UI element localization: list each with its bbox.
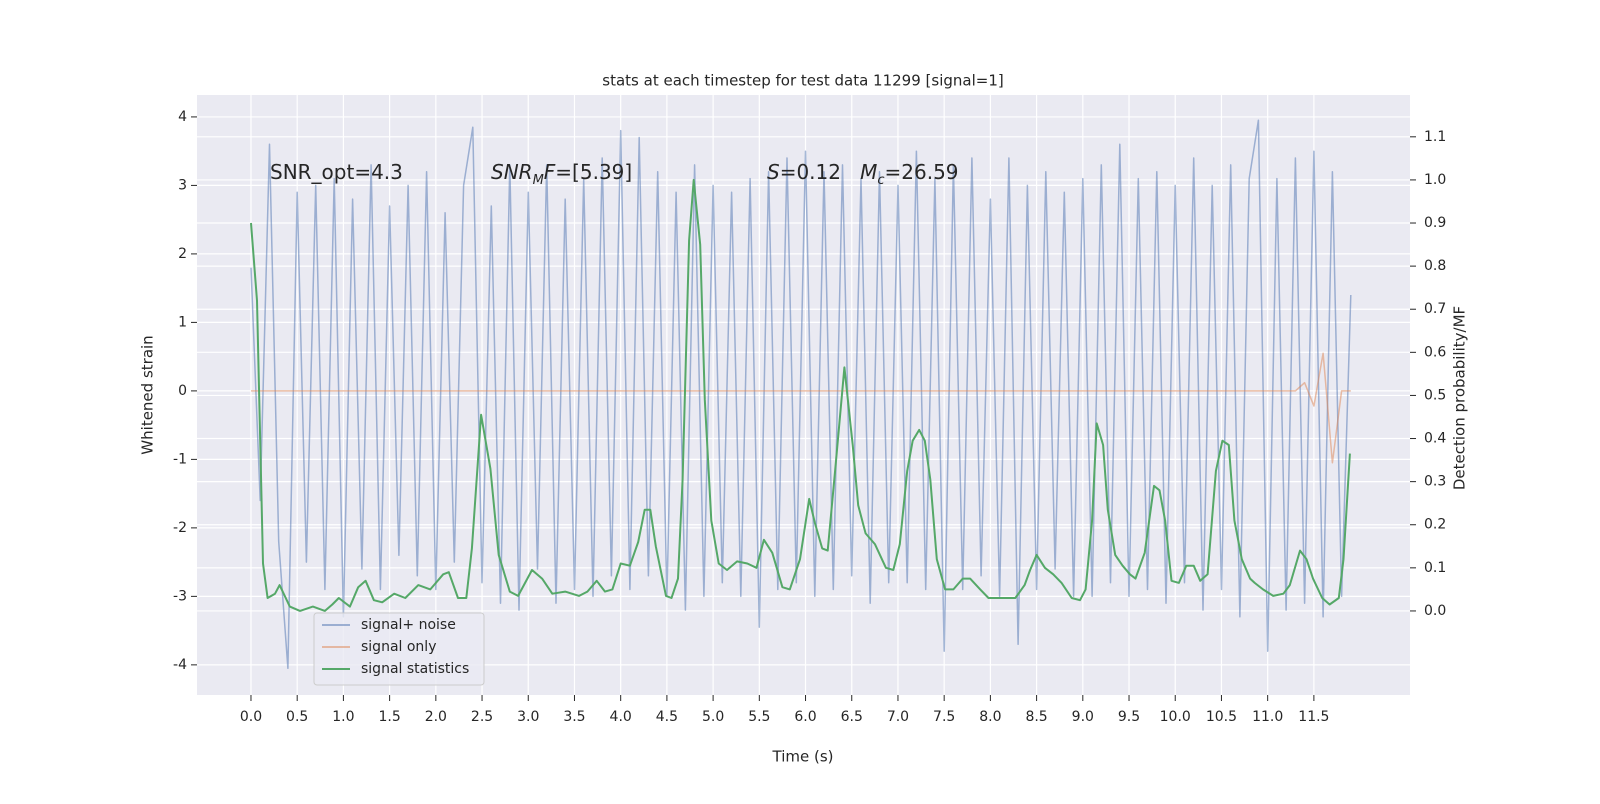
chart-title: stats at each timestep for test data 112… — [602, 72, 1003, 90]
x-tick-label: 0.5 — [286, 709, 308, 725]
legend-label: signal only — [361, 639, 436, 655]
annotation-part: c — [877, 173, 884, 188]
annotation-part: SNR — [491, 160, 533, 184]
x-tick-label: 2.5 — [471, 709, 493, 725]
annotation-part: =0.12 — [780, 160, 860, 184]
y-tick-label: 3 — [178, 177, 187, 193]
y2-axis-label: Detection probability/MF — [1451, 306, 1469, 490]
x-tick-label: 11.5 — [1298, 709, 1329, 725]
x-tick-label: 4.0 — [610, 709, 632, 725]
series-line — [250, 178, 1351, 612]
x-tick-label: 6.0 — [794, 709, 816, 725]
series-line — [250, 119, 1352, 670]
y2-tick-label: 0.9 — [1424, 215, 1446, 231]
annotation-part: F — [544, 160, 556, 184]
y-tick-label: -2 — [173, 520, 187, 536]
x-tick-label: 2.0 — [425, 709, 447, 725]
legend-label: signal+ noise — [361, 617, 456, 633]
x-tick-label: 10.0 — [1160, 709, 1191, 725]
series-line — [251, 352, 1351, 464]
legend-label: signal statistics — [361, 661, 469, 677]
y2-tick-label: 0.6 — [1424, 344, 1446, 360]
y2-tick-label: 0.1 — [1424, 560, 1446, 576]
legend-box — [313, 612, 485, 686]
x-tick-label: 8.5 — [1025, 709, 1047, 725]
y-tick-label: 2 — [178, 246, 187, 262]
annotation: SNR_opt=4.3 — [270, 160, 403, 184]
y2-tick-label: 0.0 — [1424, 603, 1446, 619]
x-tick-label: 7.0 — [887, 709, 909, 725]
x-axis-label: Time (s) — [772, 748, 834, 766]
x-tick-label: 3.0 — [517, 709, 539, 725]
annotation-part: =[5.39] — [555, 160, 632, 184]
x-tick-label: 1.0 — [332, 709, 354, 725]
y2-tick-label: 0.3 — [1424, 474, 1446, 490]
y-axis-label: Whitened strain — [139, 335, 157, 454]
annotation-part: M — [533, 173, 544, 188]
y-tick-label: 0 — [178, 383, 187, 399]
y2-tick-label: 0.8 — [1424, 258, 1446, 274]
x-tick-label: 10.5 — [1206, 709, 1237, 725]
x-tick-label: 5.0 — [702, 709, 724, 725]
x-tick-label: 8.0 — [979, 709, 1001, 725]
x-tick-label: 6.5 — [841, 709, 863, 725]
y-tick-label: -3 — [173, 588, 187, 604]
annotation-part: S — [767, 160, 780, 184]
x-tick-label: 5.5 — [748, 709, 770, 725]
annotation-part: =26.59 — [885, 160, 959, 184]
y2-tick-label: 1.1 — [1424, 129, 1446, 145]
y2-tick-label: 1.0 — [1424, 172, 1446, 188]
y-tick-label: -4 — [173, 657, 187, 673]
x-tick-label: 4.5 — [656, 709, 678, 725]
x-tick-label: 7.5 — [933, 709, 955, 725]
y-tick-label: 4 — [178, 109, 187, 125]
annotation-part: M — [860, 160, 877, 184]
x-tick-label: 9.5 — [1118, 709, 1140, 725]
annotation: S=0.12 Mc=26.59 — [767, 160, 959, 189]
y2-tick-label: 0.7 — [1424, 301, 1446, 317]
y2-tick-label: 0.2 — [1424, 517, 1446, 533]
x-tick-label: 3.5 — [563, 709, 585, 725]
annotation: SNRMF=[5.39] — [491, 160, 632, 189]
x-tick-label: 11.0 — [1252, 709, 1283, 725]
y-tick-label: -1 — [173, 451, 187, 467]
x-tick-label: 0.0 — [240, 709, 262, 725]
y-tick-label: 1 — [178, 314, 187, 330]
x-tick-label: 1.5 — [378, 709, 400, 725]
annotation-part: SNR_opt=4.3 — [270, 160, 403, 184]
x-tick-label: 9.0 — [1072, 709, 1094, 725]
y2-tick-label: 0.4 — [1424, 431, 1446, 447]
y2-tick-label: 0.5 — [1424, 387, 1446, 403]
